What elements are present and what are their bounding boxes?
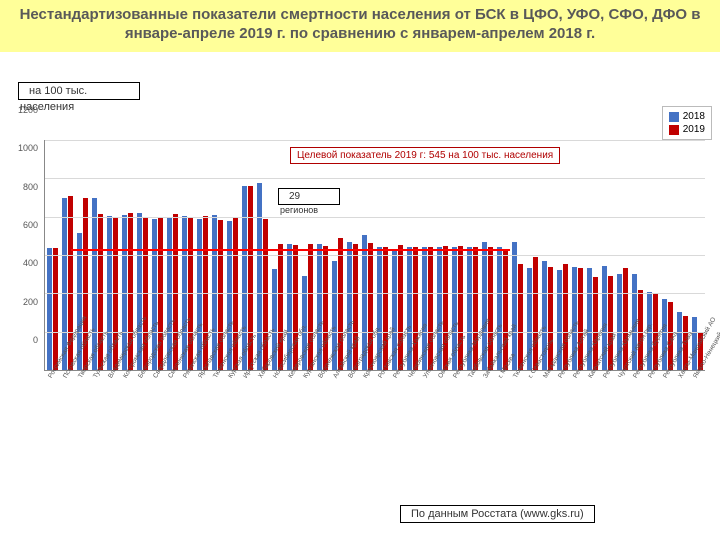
bar-2019: [578, 268, 584, 370]
source-label: По данным Росстата (www.gks.ru): [400, 505, 595, 523]
target-rule: [71, 249, 510, 251]
y-tick: 400: [8, 258, 38, 268]
y-tick: 600: [8, 220, 38, 230]
y-tick: 200: [8, 297, 38, 307]
bar-2019: [518, 264, 524, 370]
target-label: Целевой показатель 2019 г: 545 на 100 ты…: [290, 147, 560, 164]
bar-2019: [563, 264, 569, 370]
bar-2019: [53, 248, 59, 370]
legend-2018: 2018: [669, 110, 705, 123]
chart: 2018 2019 020040060080010001200Российска…: [6, 110, 714, 490]
per100k-sub: населения: [20, 101, 74, 113]
regions-sub: регионов: [280, 205, 318, 215]
y-tick: 0: [8, 335, 38, 345]
legend-swatch-2018: [669, 112, 679, 122]
y-tick: 800: [8, 182, 38, 192]
bar-2019: [623, 268, 629, 370]
legend-swatch-2019: [669, 125, 679, 135]
bar-2019: [548, 267, 554, 370]
per100k-box: на 100 тыс.: [18, 82, 140, 100]
y-tick: 1000: [8, 143, 38, 153]
page-title: Нестандартизованные показатели смертност…: [18, 6, 702, 44]
legend: 2018 2019: [662, 106, 712, 140]
regions-box: 29: [278, 188, 340, 205]
legend-2019: 2019: [669, 123, 705, 136]
